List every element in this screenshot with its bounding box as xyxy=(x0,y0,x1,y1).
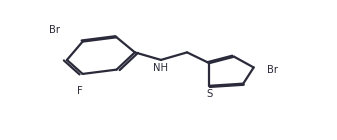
Text: S: S xyxy=(206,89,212,99)
Text: Br: Br xyxy=(49,25,60,35)
Text: Br: Br xyxy=(267,65,278,75)
Text: F: F xyxy=(77,86,83,96)
Text: NH: NH xyxy=(153,63,168,73)
